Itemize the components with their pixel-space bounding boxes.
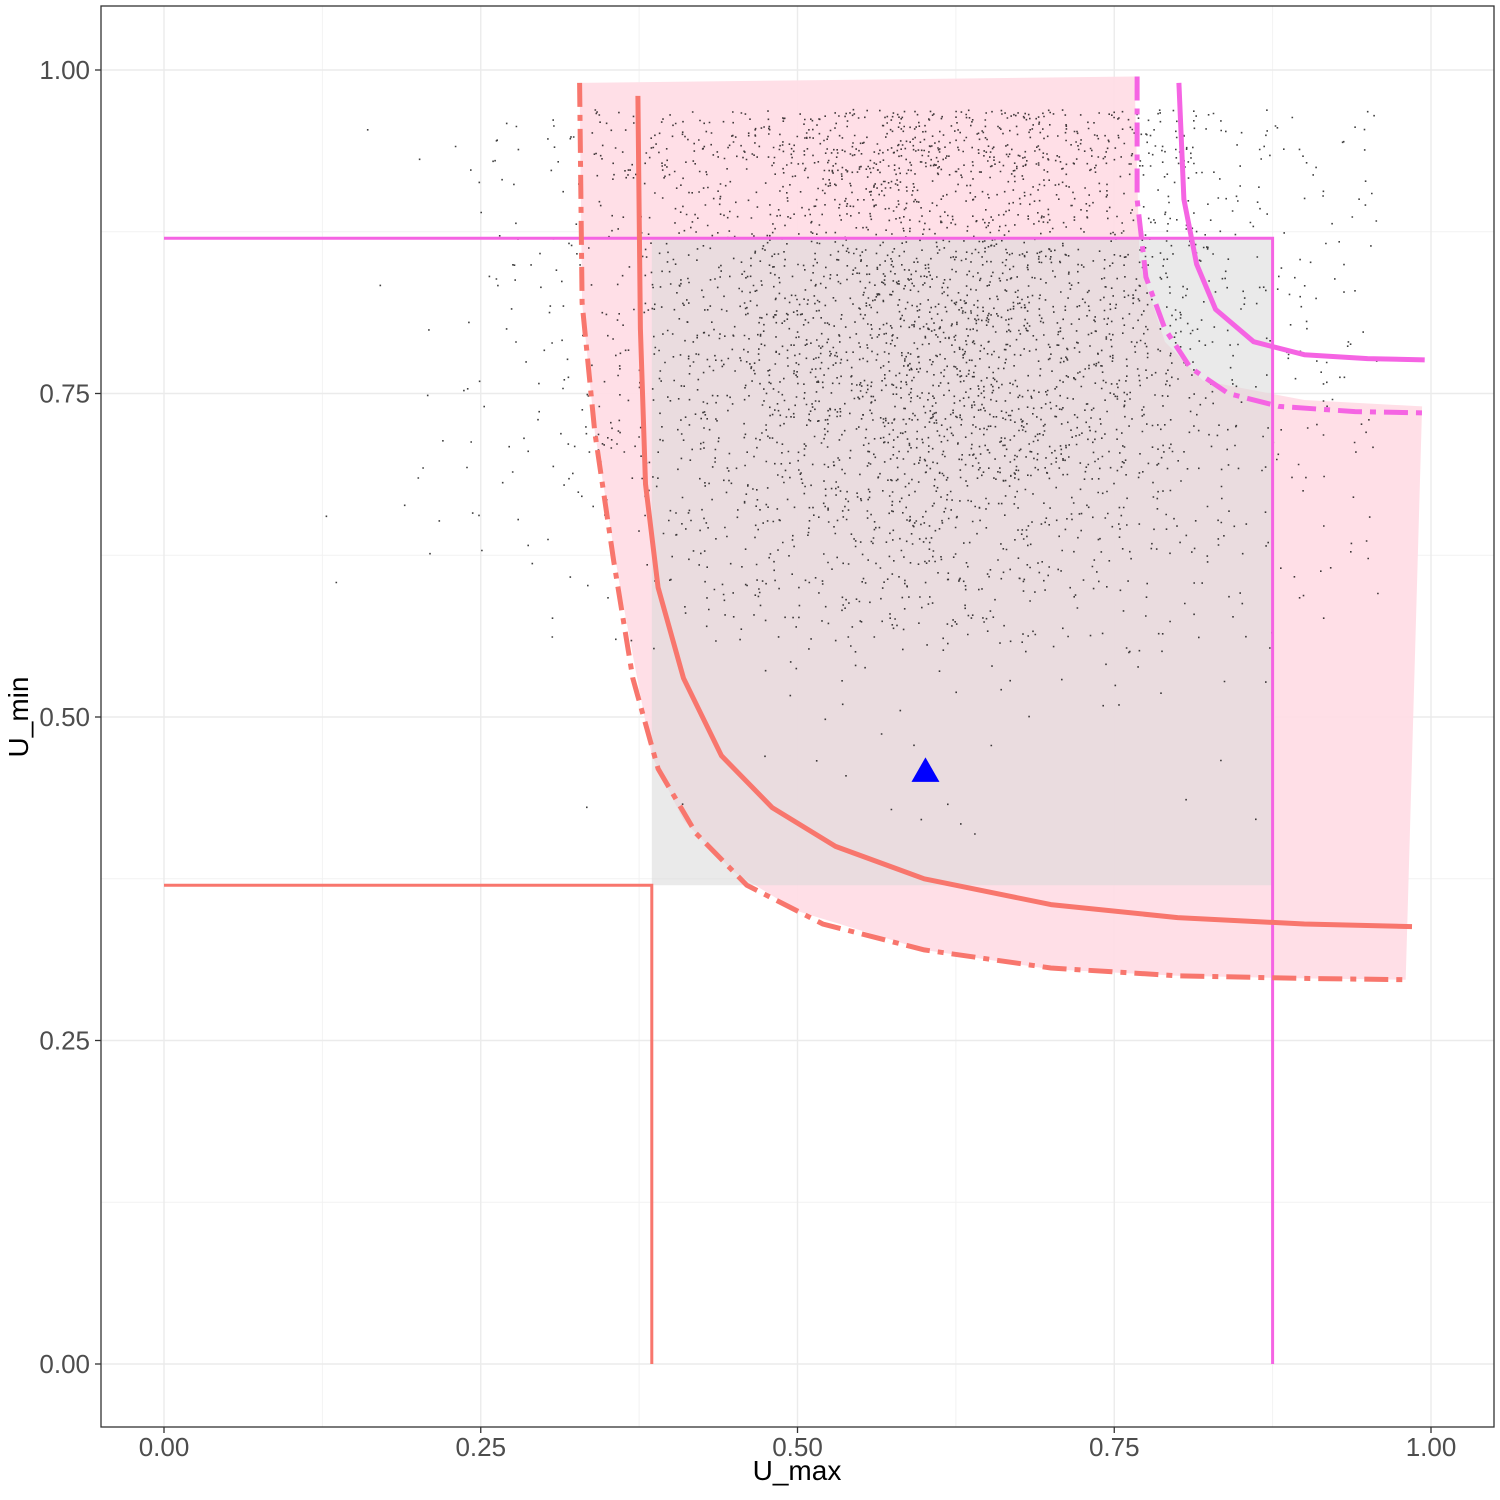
y-axis-ticks: 0.00 0.25 0.50 0.75 1.00 (39, 55, 101, 1379)
gray-region (651, 238, 1273, 886)
magenta-solid-curve (1176, 82, 1425, 363)
y-axis-title: U_min (3, 677, 34, 758)
marker-layer (911, 757, 940, 782)
x-tick-label: 0.50 (772, 1432, 823, 1462)
y-tick-label: 0.00 (39, 1349, 90, 1379)
y-tick-label: 0.25 (39, 1026, 90, 1056)
x-axis-ticks: 0.00 0.25 0.50 0.75 1.00 (139, 1427, 1457, 1462)
red-reference-line (164, 883, 654, 1364)
magenta-reference-line (164, 236, 1275, 1364)
y-tick-label: 1.00 (39, 55, 90, 85)
y-tick-label: 0.50 (39, 702, 90, 732)
x-tick-label: 0.75 (1089, 1432, 1140, 1462)
y-tick-label: 0.75 (39, 379, 90, 409)
x-tick-label: 0.00 (139, 1432, 190, 1462)
red-dashed-curve (577, 82, 1406, 983)
blue-triangle-marker (911, 757, 940, 782)
red-solid-curve (635, 95, 1413, 930)
bands (579, 76, 1423, 980)
x-tick-label: 0.25 (455, 1432, 506, 1462)
curves (164, 76, 1425, 1364)
x-tick-label: 1.00 (1406, 1432, 1457, 1462)
x-axis-title: U_max (753, 1455, 842, 1486)
magenta-dashed-curve (1134, 76, 1423, 416)
